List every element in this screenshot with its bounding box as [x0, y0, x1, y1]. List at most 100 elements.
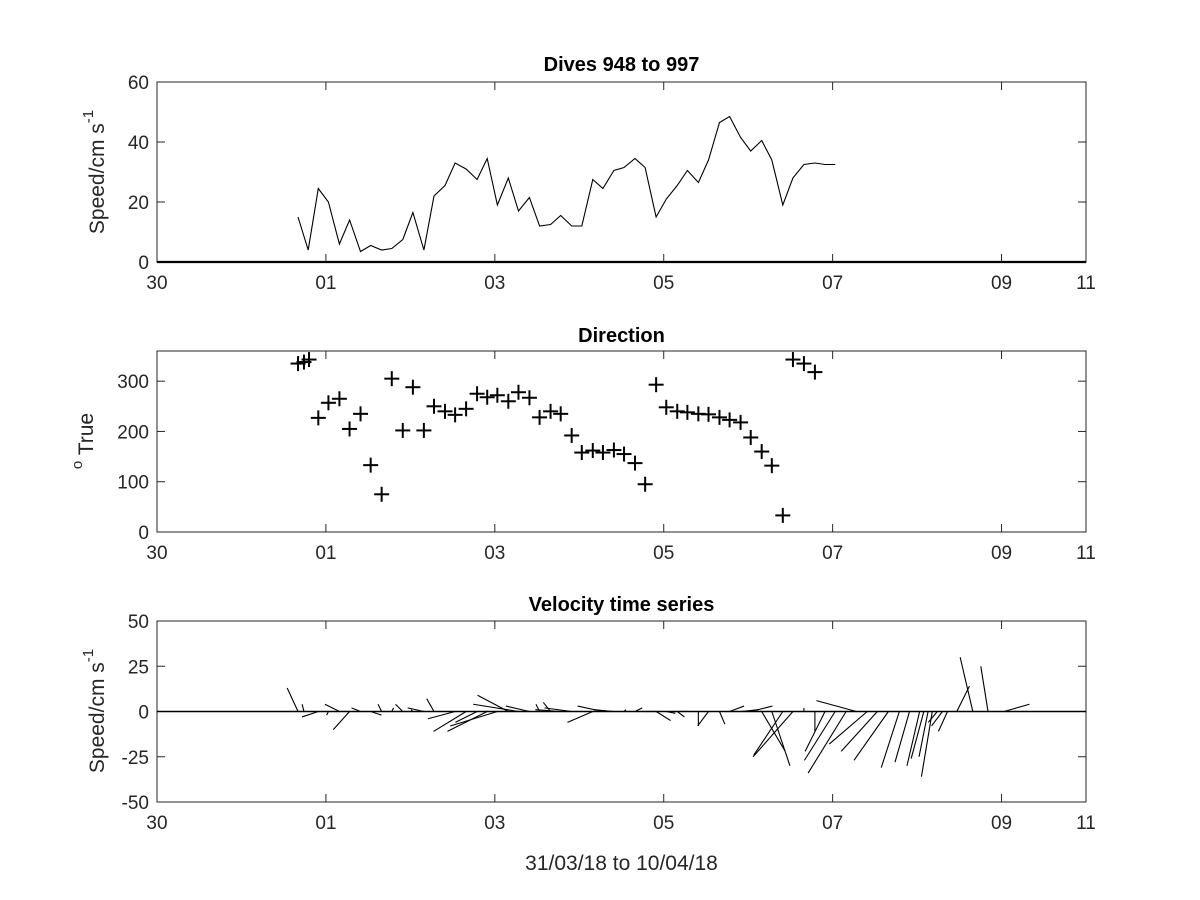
velocity-x-tick-label: 07	[822, 813, 843, 834]
direction-x-tick-label: 01	[315, 543, 336, 564]
velocity-stick	[426, 698, 435, 712]
direction-point	[363, 457, 379, 473]
direction-y-axis-label-sup: o	[69, 461, 86, 469]
direction-point	[616, 446, 632, 462]
velocity-stick	[286, 687, 299, 712]
velocity-stick	[332, 711, 350, 730]
velocity-stick	[447, 711, 488, 732]
velocity-x-tick-label: 09	[991, 813, 1012, 834]
speed-y-axis-label-main: Speed/cm s	[86, 123, 109, 234]
direction-panel-title: Direction	[578, 325, 665, 347]
velocity-stick	[804, 711, 826, 752]
direction-x-tick-label: 07	[822, 543, 843, 564]
direction-point	[532, 409, 548, 425]
velocity-x-axis-label: 31/03/18 to 10/04/18	[525, 852, 718, 875]
velocity-stick	[910, 711, 925, 759]
direction-point	[595, 445, 611, 461]
speed-x-tick-label: 07	[822, 273, 843, 294]
direction-point	[416, 422, 432, 438]
direction-point	[479, 389, 495, 405]
velocity-stick	[351, 707, 361, 713]
direction-point	[331, 391, 347, 407]
velocity-stick	[567, 710, 594, 723]
velocity-stick	[828, 711, 868, 745]
direction-y-tick-label: 100	[117, 473, 149, 494]
direction-point	[796, 356, 812, 372]
velocity-x-tick-label: 11	[1076, 813, 1096, 834]
velocity-x-tick-label: 03	[484, 813, 505, 834]
direction-point	[606, 442, 622, 458]
velocity-stick	[880, 711, 900, 768]
direction-point	[342, 421, 358, 437]
direction-point	[405, 379, 421, 395]
direction-axes-frame	[156, 350, 1087, 533]
direction-point	[658, 399, 674, 415]
direction-point	[700, 406, 716, 422]
velocity-stick	[634, 707, 643, 712]
direction-axes-ticks: 30 01 03 05 07 09 11 0 100 200 300	[117, 351, 1096, 564]
direction-point	[469, 386, 485, 402]
velocity-stick	[427, 710, 456, 720]
direction-point	[754, 444, 770, 460]
direction-point	[711, 409, 727, 425]
speed-x-tick-label: 09	[991, 273, 1012, 294]
speed-y-tick-label: 0	[138, 253, 149, 274]
direction-point	[743, 429, 759, 445]
direction-point	[320, 395, 336, 411]
velocity-stick	[301, 704, 305, 712]
velocity-series-group	[157, 657, 1086, 777]
direction-point	[669, 403, 685, 419]
velocity-stick	[761, 711, 786, 752]
speed-x-tick-label: 05	[653, 273, 674, 294]
direction-point	[500, 393, 516, 409]
direction-panel: 30 01 03 05 07 09 11 0 100 200 300 Direction o Tru…	[69, 325, 1096, 564]
direction-point	[353, 406, 369, 422]
velocity-stick	[542, 702, 551, 712]
direction-y-tick-label: 300	[117, 372, 149, 393]
velocity-stick	[750, 705, 773, 713]
direction-point	[553, 406, 569, 422]
velocity-stick	[326, 711, 329, 716]
velocity-y-tick-label: -25	[122, 748, 149, 769]
velocity-stick	[593, 709, 614, 713]
velocity-stick	[410, 709, 414, 712]
velocity-stick	[535, 709, 561, 713]
velocity-stick	[980, 666, 989, 712]
direction-x-tick-label: 09	[991, 543, 1012, 564]
direction-x-tick-label: 03	[484, 543, 505, 564]
direction-point	[437, 403, 453, 419]
direction-point	[574, 445, 590, 461]
direction-series-group	[290, 352, 823, 523]
velocity-stick	[840, 711, 878, 752]
direction-point	[585, 443, 601, 459]
direction-point	[722, 412, 738, 428]
speed-y-axis-label: Speed/cm s-1	[80, 110, 109, 234]
velocity-stick	[676, 711, 685, 718]
speed-y-tick-label: 40	[128, 133, 149, 154]
velocity-stick	[718, 711, 726, 725]
velocity-y-axis-label-sup: -1	[80, 649, 97, 662]
direction-point	[807, 364, 823, 380]
velocity-stick	[473, 703, 519, 713]
velocity-stick	[697, 711, 709, 727]
velocity-stick	[894, 711, 911, 763]
speed-y-tick-label: 60	[128, 73, 149, 94]
direction-y-axis-label-main: True	[75, 413, 98, 461]
direction-x-tick-label: 11	[1076, 543, 1096, 564]
direction-point	[489, 387, 505, 403]
velocity-x-tick-label: 01	[315, 813, 336, 834]
direction-point	[543, 403, 559, 419]
velocity-stick	[931, 711, 943, 727]
velocity-stick	[655, 711, 671, 722]
velocity-stick	[937, 711, 948, 732]
direction-point	[426, 398, 442, 414]
velocity-y-axis-label: Speed/cm s-1	[80, 649, 109, 773]
velocity-stick	[455, 711, 478, 723]
direction-y-tick-label: 200	[117, 422, 149, 443]
direction-point	[627, 455, 643, 471]
speed-x-tick-label: 03	[484, 273, 505, 294]
direction-y-tick-label: 0	[138, 523, 149, 544]
direction-point	[301, 352, 317, 368]
velocity-panel-title: Velocity time series	[529, 594, 715, 616]
